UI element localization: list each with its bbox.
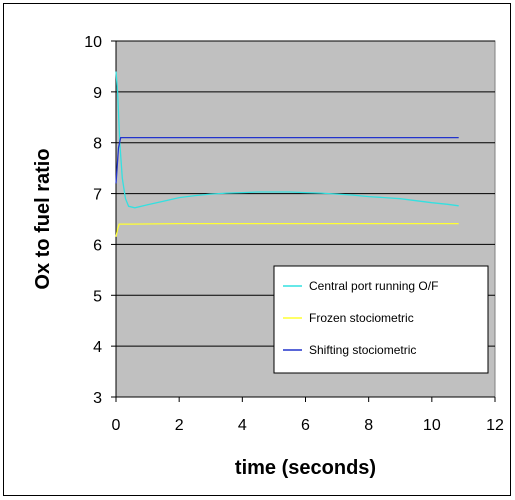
x-axis-title: time (seconds) (235, 457, 376, 479)
legend: Central port running O/F Frozen stociomet… (273, 265, 489, 374)
series-line (115, 136, 459, 184)
x-tick-label: 2 (175, 417, 184, 434)
legend-label: Central port running O/F (309, 279, 438, 293)
x-tick-label: 0 (112, 417, 121, 434)
y-tick-label: 9 (93, 85, 102, 102)
y-tick-label: 10 (84, 34, 102, 51)
legend-box (273, 265, 489, 374)
x-tick-label: 12 (486, 417, 504, 434)
legend-label: Shifting stociometric (309, 343, 416, 357)
x-tick-label: 10 (423, 417, 441, 434)
y-tick-label: 4 (93, 339, 102, 356)
y-tick-label: 6 (93, 237, 102, 254)
x-tick-label: 8 (364, 417, 373, 434)
y-tick-label: 3 (93, 390, 102, 407)
y-tick-label: 5 (93, 288, 102, 305)
axes (111, 40, 496, 402)
x-tick-label: 4 (238, 417, 247, 434)
legend-label: Frozen stociometric (309, 311, 414, 325)
series-line (115, 71, 459, 209)
series-line (115, 222, 459, 237)
y-tick-label: 7 (93, 187, 102, 204)
x-tick-label: 6 (301, 417, 310, 434)
series-group (115, 71, 459, 237)
y-tick-label: 8 (93, 136, 102, 153)
y-axis-title: Ox to fuel ratio (32, 148, 54, 289)
tick-labels: 3 4 5 6 7 8 9 10 0 2 4 6 8 10 12 (84, 34, 504, 434)
